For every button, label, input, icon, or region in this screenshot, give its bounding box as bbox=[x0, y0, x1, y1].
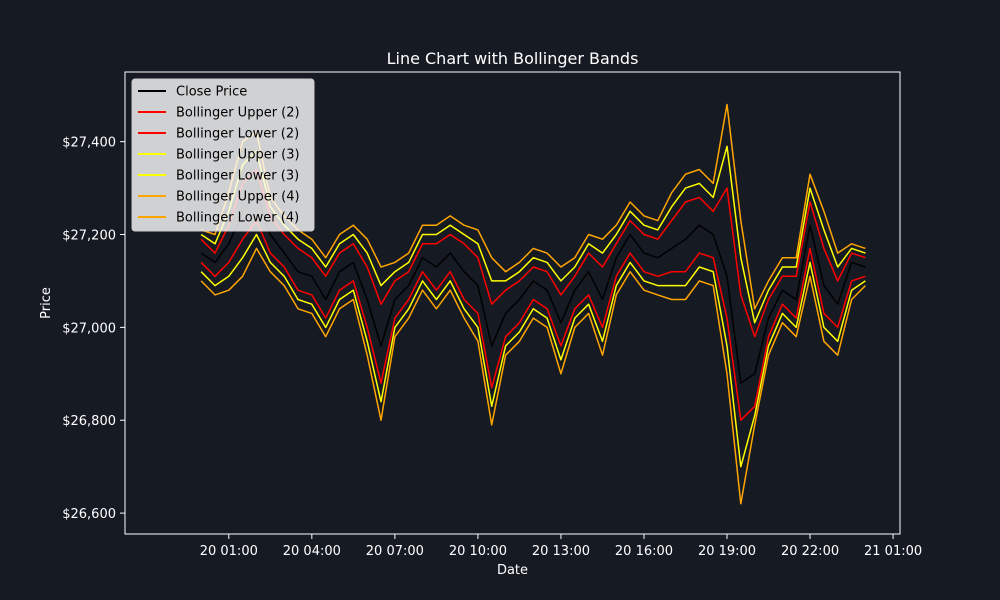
legend-box bbox=[131, 78, 315, 232]
series-line-3 bbox=[200, 145, 866, 324]
series-line-2 bbox=[200, 219, 866, 421]
x-tick-label: 20 01:00 bbox=[200, 544, 258, 559]
legend-label: Bollinger Lower (4) bbox=[176, 211, 299, 226]
series-line-5 bbox=[200, 103, 866, 310]
y-tick-label: $27,200 bbox=[62, 229, 116, 244]
x-axis-title: Date bbox=[497, 563, 528, 578]
series-line-6 bbox=[200, 247, 866, 505]
legend-label: Bollinger Upper (3) bbox=[176, 148, 300, 163]
x-tick-label: 20 16:00 bbox=[615, 544, 673, 559]
y-tick-label: $26,600 bbox=[62, 507, 116, 522]
x-tick-label: 20 07:00 bbox=[366, 544, 424, 559]
x-tick-label: 20 10:00 bbox=[449, 544, 507, 559]
chart-title: Line Chart with Bollinger Bands bbox=[387, 49, 639, 68]
legend: Close Price Bollinger Upper (2) Bollinger … bbox=[131, 78, 315, 232]
x-tick-label: 20 19:00 bbox=[698, 544, 756, 559]
series-line-4 bbox=[200, 233, 866, 468]
legend-label: Close Price bbox=[176, 85, 247, 100]
x-tick-label: 21 01:00 bbox=[864, 544, 922, 559]
legend-label: Bollinger Lower (3) bbox=[176, 169, 299, 184]
y-tick-label: $26,800 bbox=[62, 414, 116, 429]
legend-label: Bollinger Lower (2) bbox=[176, 127, 299, 142]
x-tick-label: 20 22:00 bbox=[781, 544, 839, 559]
x-tick-label: 20 04:00 bbox=[283, 544, 341, 559]
y-axis: $26,600 $26,800 $27,000 $27,200 $27,400 bbox=[62, 136, 125, 522]
y-tick-label: $27,400 bbox=[62, 136, 116, 151]
y-tick-label: $27,000 bbox=[62, 321, 116, 336]
series-line-0 bbox=[200, 191, 866, 384]
legend-label: Bollinger Upper (4) bbox=[176, 190, 300, 205]
series-line-1 bbox=[200, 168, 866, 338]
x-tick-label: 20 13:00 bbox=[532, 544, 590, 559]
y-axis-title: Price bbox=[39, 287, 54, 319]
legend-label: Bollinger Upper (2) bbox=[176, 106, 300, 121]
series-layer bbox=[200, 103, 866, 505]
x-axis: 20 01:00 20 04:00 20 07:00 20 10:00 20 13:00… bbox=[200, 534, 922, 559]
